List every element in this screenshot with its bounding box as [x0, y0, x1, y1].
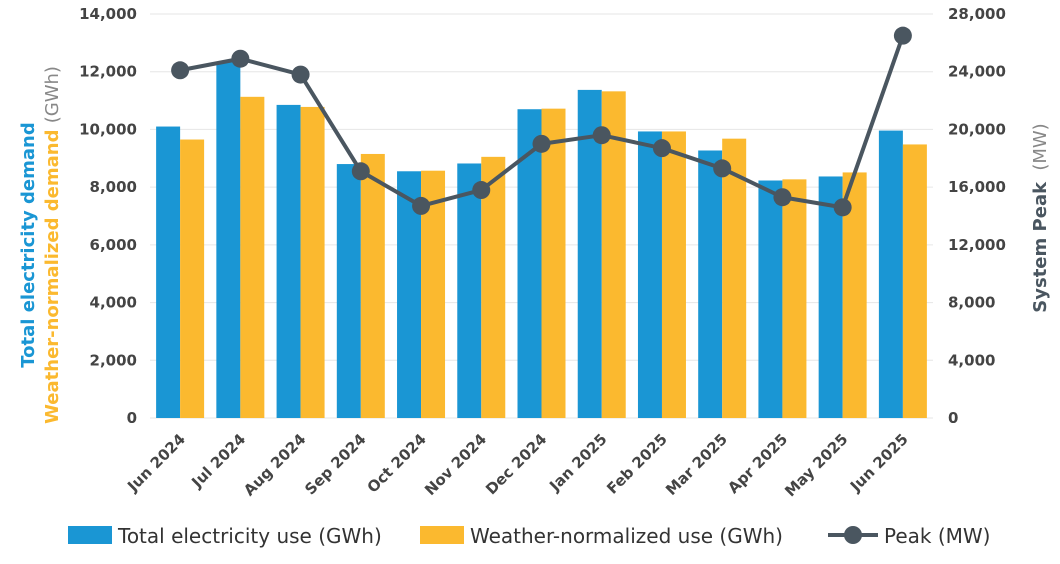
bar-total-use — [216, 61, 241, 418]
bar-total-use — [637, 131, 662, 418]
bar-weather-normalized-use — [782, 179, 807, 418]
left-axis-title-part1: Total electricity demand — [18, 122, 39, 368]
bar-weather-normalized-use — [722, 138, 747, 419]
bar-total-use — [577, 89, 602, 418]
peak-point — [351, 162, 370, 181]
right-axis-title-label: System Peak — [1030, 181, 1051, 313]
bar-weather-normalized-use — [601, 91, 626, 418]
x-tick-label: Aug 2024 — [240, 430, 309, 499]
right-tick-label: 12,000 — [948, 236, 1006, 254]
legend-swatch-total — [68, 526, 112, 544]
bar-total-use — [698, 150, 723, 418]
right-tick-label: 0 — [948, 409, 958, 427]
peak-line — [171, 26, 912, 217]
bar-total-use — [758, 180, 783, 418]
bar-weather-normalized-use — [541, 108, 566, 418]
x-tick-label: Jan 2025 — [545, 430, 610, 495]
bar-total-use — [276, 104, 301, 419]
right-tick-label: 24,000 — [948, 63, 1006, 81]
x-tick-label: Dec 2024 — [482, 430, 550, 498]
peak-point — [713, 159, 732, 178]
x-tick-label: Feb 2025 — [603, 430, 671, 498]
bar-weather-normalized-use — [240, 96, 265, 418]
left-axis-ticks: 0 2,000 4,000 6,000 8,000 10,000 12,000 14,000 — [79, 5, 137, 427]
x-tick-label: Mar 2025 — [662, 430, 731, 499]
legend-label-peak: Peak (MW) — [884, 524, 990, 548]
x-tick-label: Jul 2024 — [187, 430, 249, 492]
peak-point — [773, 188, 792, 207]
bar-total-use — [818, 176, 843, 418]
left-tick-label: 10,000 — [79, 120, 137, 138]
left-tick-label: 12,000 — [79, 63, 137, 81]
bar-weather-normalized-use — [180, 139, 205, 418]
bar-weather-normalized-use — [300, 106, 325, 419]
left-axis-title-unit: (GWh) — [42, 66, 63, 123]
left-tick-label: 14,000 — [79, 5, 137, 23]
bar-total-use — [156, 126, 181, 419]
left-axis-title-2: Weather-normalized demand (GWh) — [42, 66, 63, 424]
peak-point — [592, 126, 611, 145]
bar-weather-normalized-use — [360, 153, 385, 418]
x-tick-label: May 2025 — [781, 430, 851, 500]
x-tick-label: Nov 2024 — [421, 430, 490, 499]
bar-weather-normalized-use — [902, 144, 927, 419]
bar-total-use — [336, 164, 361, 418]
peak-point — [412, 196, 431, 215]
legend-label-normalized: Weather-normalized use (GWh) — [470, 524, 783, 548]
right-tick-label: 28,000 — [948, 5, 1006, 23]
legend-swatch-normalized — [420, 526, 464, 544]
legend-swatch-peak-marker — [844, 526, 862, 544]
bar-total-use — [457, 163, 482, 418]
peak-point — [472, 181, 491, 200]
right-tick-label: 4,000 — [948, 351, 995, 369]
peak-point — [833, 198, 852, 217]
x-tick-label: Jun 2024 — [123, 430, 189, 496]
legend: Total electricity use (GWh) Weather-norm… — [68, 524, 990, 548]
right-tick-label: 8,000 — [948, 294, 995, 312]
peak-point — [231, 49, 250, 68]
left-tick-label: 2,000 — [90, 351, 137, 369]
bars — [156, 61, 927, 419]
right-axis-title: System Peak (MW) — [1030, 123, 1051, 312]
left-tick-label: 4,000 — [90, 294, 137, 312]
x-tick-label: Sep 2024 — [301, 430, 369, 498]
left-axis-title-part2: Weather-normalized demand — [42, 130, 63, 424]
left-tick-label: 0 — [127, 409, 137, 427]
peak-point — [171, 61, 190, 80]
bar-weather-normalized-use — [661, 131, 686, 418]
left-tick-label: 6,000 — [90, 236, 137, 254]
right-axis-ticks: 0 4,000 8,000 12,000 16,000 20,000 24,000 28,00… — [948, 5, 1006, 427]
bar-weather-normalized-use — [481, 156, 506, 419]
peak-point — [291, 65, 310, 84]
bar-total-use — [878, 130, 903, 418]
x-tick-label: Jun 2025 — [846, 430, 912, 496]
left-axis-title-1: Total electricity demand — [18, 122, 39, 368]
peak-point — [532, 134, 551, 153]
legend-label-total: Total electricity use (GWh) — [117, 524, 382, 548]
right-tick-label: 16,000 — [948, 178, 1006, 196]
peak-point — [893, 26, 912, 45]
right-axis-title-unit: (MW) — [1030, 123, 1051, 170]
left-tick-label: 8,000 — [90, 178, 137, 196]
peak-point — [652, 139, 671, 158]
right-tick-label: 20,000 — [948, 120, 1006, 138]
